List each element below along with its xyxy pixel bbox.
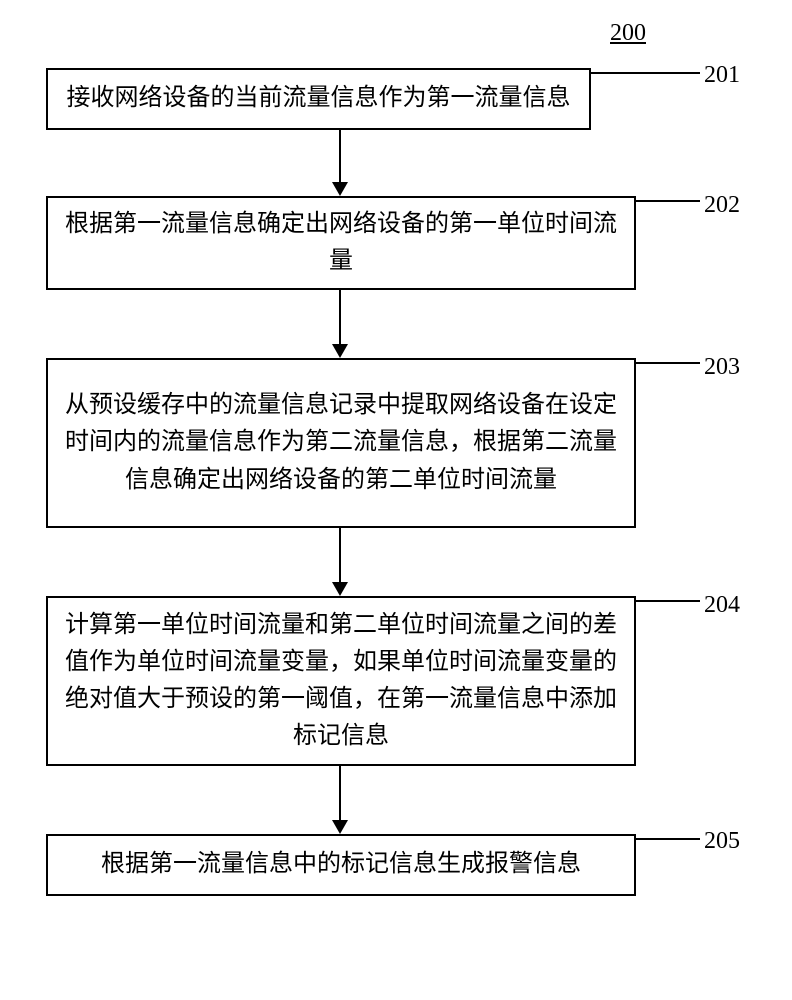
step-text: 从预设缓存中的流量信息记录中提取网络设备在设定时间内的流量信息作为第二流量信息，…: [62, 387, 620, 499]
step-number-205: 205: [704, 828, 740, 855]
step-number-203: 203: [704, 354, 740, 381]
step-box-205: 根据第一流量信息中的标记信息生成报警信息: [46, 834, 636, 896]
arrow-down-icon: [332, 344, 348, 358]
step-number-201: 201: [704, 62, 740, 89]
leader-line: [591, 72, 700, 74]
leader-line: [636, 600, 700, 602]
flowchart-canvas: 200 接收网络设备的当前流量信息作为第一流量信息 201 根据第一流量信息确定出网…: [0, 0, 792, 1000]
step-text: 计算第一单位时间流量和第二单位时间流量之间的差值作为单位时间流量变量，如果单位时…: [62, 607, 620, 756]
arrow-down-icon: [332, 182, 348, 196]
step-box-202: 根据第一流量信息确定出网络设备的第一单位时间流量: [46, 196, 636, 290]
connector-203-204: [339, 528, 341, 584]
arrow-down-icon: [332, 582, 348, 596]
leader-line: [636, 200, 700, 202]
step-number-204: 204: [704, 592, 740, 619]
step-box-201: 接收网络设备的当前流量信息作为第一流量信息: [46, 68, 591, 130]
connector-201-202: [339, 130, 341, 184]
step-box-204: 计算第一单位时间流量和第二单位时间流量之间的差值作为单位时间流量变量，如果单位时…: [46, 596, 636, 766]
step-text: 根据第一流量信息中的标记信息生成报警信息: [101, 846, 581, 883]
leader-line: [636, 362, 700, 364]
connector-202-203: [339, 290, 341, 346]
connector-204-205: [339, 766, 341, 822]
method-number-label: 200: [610, 20, 646, 47]
arrow-down-icon: [332, 820, 348, 834]
leader-line: [636, 838, 700, 840]
step-number-202: 202: [704, 192, 740, 219]
step-box-203: 从预设缓存中的流量信息记录中提取网络设备在设定时间内的流量信息作为第二流量信息，…: [46, 358, 636, 528]
step-text: 接收网络设备的当前流量信息作为第一流量信息: [67, 80, 571, 117]
step-text: 根据第一流量信息确定出网络设备的第一单位时间流量: [62, 206, 620, 280]
